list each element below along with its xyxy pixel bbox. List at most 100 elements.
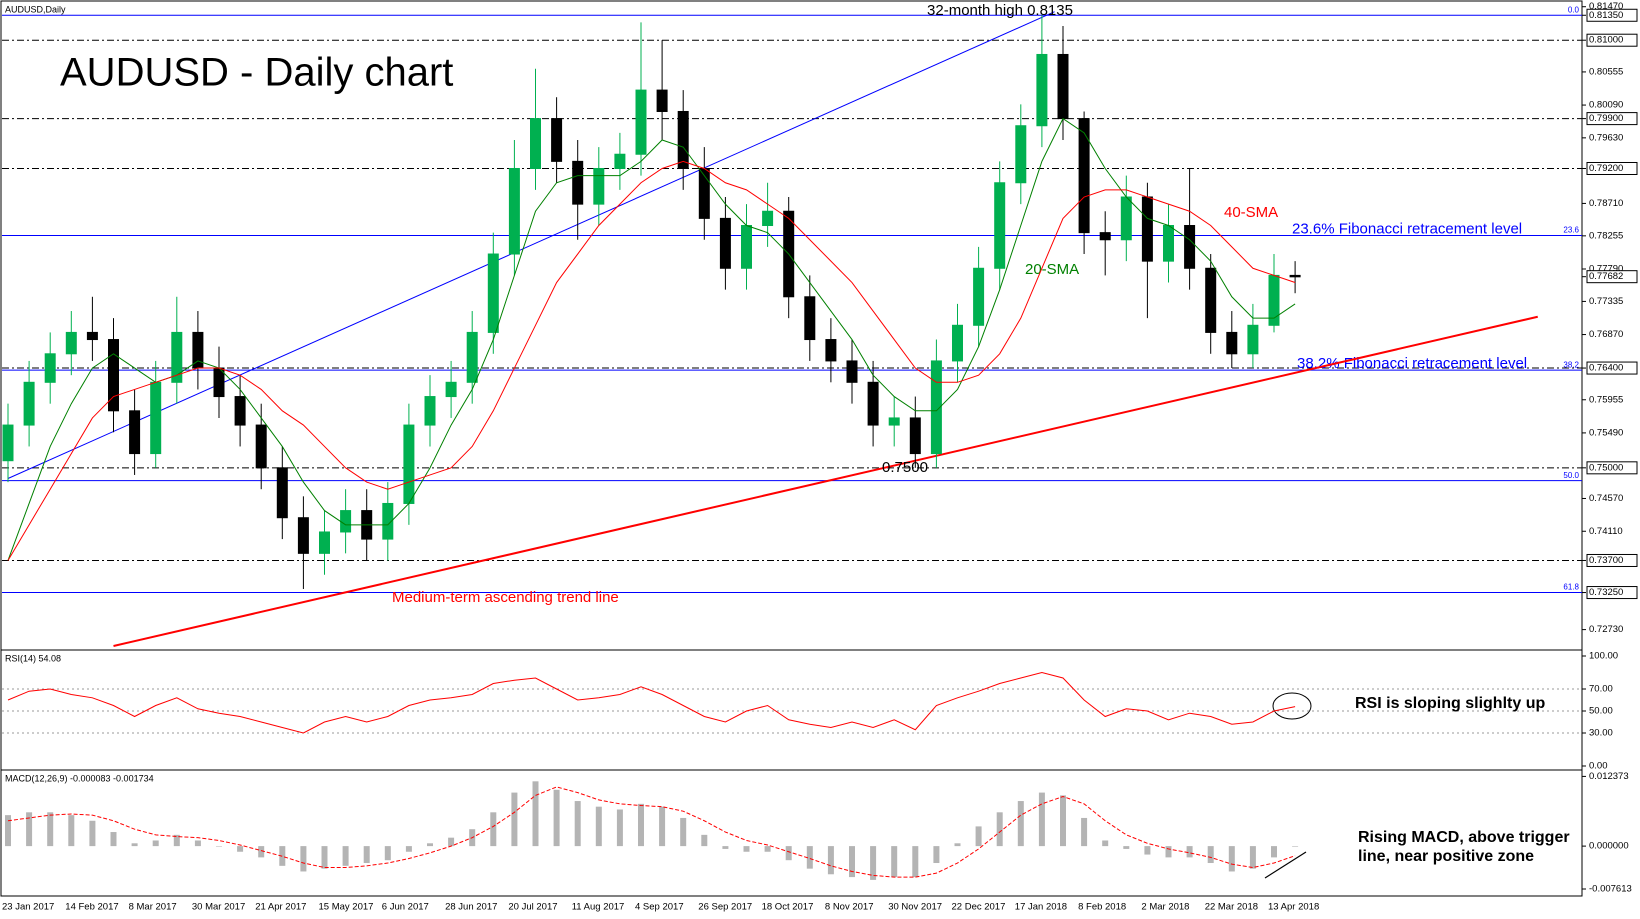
x-tick-label: 11 Aug 2017 (572, 902, 625, 913)
candle-body (23, 381, 35, 426)
y-tick-label: 0.77682 (1589, 271, 1623, 282)
candle-body (867, 381, 879, 426)
macd-bar (701, 834, 708, 847)
candle-body (108, 339, 119, 412)
candle-body (1247, 324, 1259, 355)
candle-body (930, 360, 942, 455)
candle-body (909, 417, 921, 455)
macd-bar (532, 781, 539, 847)
panel-label: MACD(12,26,9) -0.000083 -0.001734 (5, 773, 154, 783)
macd-bar (975, 826, 982, 847)
rsi-line (7, 671, 1296, 734)
x-tick-label: 22 Mar 2018 (1205, 902, 1258, 913)
y-tick-label: 0.75955 (1589, 394, 1623, 405)
y-tick-label: 0.78710 (1589, 198, 1623, 209)
x-tick-label: 8 Mar 2017 (129, 902, 177, 913)
macd-bar (1186, 846, 1193, 858)
y-tick-label: 0.80090 (1589, 100, 1623, 111)
candle-body (44, 353, 56, 383)
macd-bar (1017, 801, 1024, 847)
sma-label: 20-SMA (1025, 261, 1079, 278)
x-tick-label: 20 Jul 2017 (508, 902, 557, 913)
macd-bar (1207, 846, 1214, 864)
chart-title: AUDUSD - Daily chart (60, 51, 453, 95)
candle-body (213, 367, 225, 398)
candle-body (466, 331, 478, 383)
annotation: 32-month high 0.8135 (927, 2, 1073, 19)
candle-body (276, 467, 288, 519)
x-tick-label: 30 Nov 2017 (888, 902, 942, 913)
x-tick-label: 14 Feb 2017 (65, 902, 118, 913)
fib-tag: 38.2 (1563, 360, 1579, 369)
macd-bar (764, 846, 771, 852)
annotation: 0.7500 (882, 459, 928, 476)
macd-bar (933, 846, 940, 864)
candle-body (656, 89, 668, 112)
x-tick-label: 23 Jan 2017 (2, 902, 54, 913)
y-tick-box (1586, 553, 1638, 567)
candle-body (1289, 274, 1301, 278)
y-tick-box (1586, 361, 1638, 375)
x-tick-label: 13 Apr 2018 (1268, 902, 1319, 913)
x-tick-label: 2 Mar 2018 (1141, 902, 1189, 913)
macd-bar (5, 815, 11, 847)
macd-bar (342, 846, 349, 866)
candle-body (1226, 331, 1238, 355)
candle-body (846, 360, 858, 383)
y-tick-box (1586, 586, 1638, 600)
y-tick-label: 0.80555 (1589, 66, 1623, 77)
macd-bar (405, 846, 412, 852)
macd-bar (1144, 846, 1151, 855)
candle-body (382, 502, 394, 540)
macd-bar (300, 846, 307, 872)
y-tick-label: 0.77335 (1589, 296, 1623, 307)
y-tick-label: 0.012373 (1589, 771, 1629, 782)
y-tick-label: 0.81470 (1589, 1, 1623, 12)
trend-line (7, 11, 1055, 479)
candle-body (593, 167, 605, 205)
macd-bar (1123, 846, 1130, 849)
macd-bar (427, 843, 433, 847)
x-tick-label: 8 Feb 2018 (1078, 902, 1126, 913)
x-tick-label: 18 Oct 2017 (762, 902, 814, 913)
candle-body (762, 210, 774, 227)
rsi-note: RSI is sloping slighlty up (1355, 695, 1545, 712)
macd-bar (173, 834, 180, 847)
macd-bar (827, 846, 834, 875)
macd-bar (152, 840, 159, 847)
candle-body (171, 331, 183, 383)
x-tick-label: 15 May 2017 (319, 902, 374, 913)
candle-body (530, 118, 541, 169)
macd-bar (448, 837, 455, 847)
y-tick-label: 0.81350 (1589, 10, 1623, 21)
candle-body (741, 225, 752, 269)
candle-body (65, 331, 77, 355)
sma-line (7, 117, 1296, 561)
macd-bar (870, 846, 877, 880)
candle-body (1120, 196, 1132, 241)
macd-bar (616, 809, 623, 847)
y-tick-box (1586, 8, 1638, 22)
y-tick-label: 30.00 (1589, 728, 1613, 739)
macd-bar (638, 803, 644, 847)
y-tick-box (1586, 112, 1638, 126)
macd-bar (490, 812, 497, 847)
candle-body (508, 167, 520, 255)
macd-bar (806, 846, 813, 869)
macd-bar (1060, 795, 1066, 847)
panel-label: RSI(14) 54.08 (5, 653, 61, 663)
fib-tag: 61.8 (1563, 583, 1579, 592)
candle-body (973, 267, 985, 326)
macd-bar (384, 846, 391, 861)
fib-text: 23.6% Fibonacci retracement level (1292, 220, 1522, 237)
macd-bar (849, 846, 855, 878)
candle-body (445, 381, 457, 398)
candle-body (86, 331, 98, 341)
y-tick-label: 0.74110 (1589, 526, 1623, 537)
y-tick-label: 0.000000 (1589, 841, 1629, 852)
x-tick-label: 26 Sep 2017 (698, 902, 752, 913)
macd-bar (1292, 846, 1299, 847)
candle-body (572, 160, 584, 205)
macd-signal (7, 786, 1296, 878)
